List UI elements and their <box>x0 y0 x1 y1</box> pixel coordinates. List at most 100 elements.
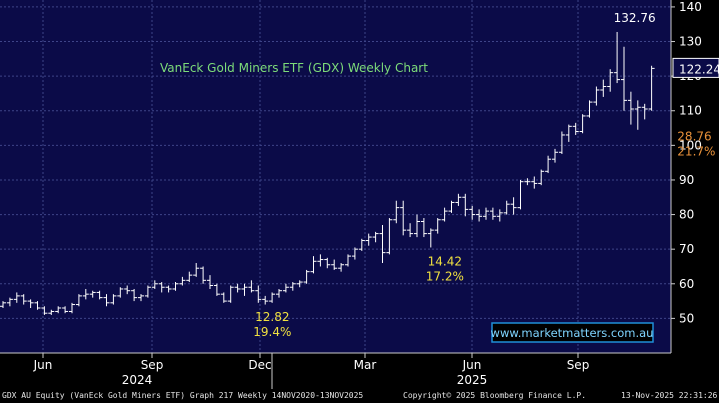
ohlc-bar <box>62 306 69 314</box>
ohlc-bar <box>600 79 607 97</box>
ohlc-bar <box>241 283 248 296</box>
ohlc-bar <box>365 233 372 246</box>
ohlc-bar <box>420 218 427 238</box>
ohlc-bar <box>296 280 303 288</box>
ohlc-bar <box>151 280 158 289</box>
chart-title: VanEck Gold Miners ETF (GDX) Weekly Char… <box>160 61 428 75</box>
ohlc-bar <box>462 193 469 217</box>
ohlc-bar <box>255 285 262 303</box>
y-tick-label: 80 <box>679 208 694 222</box>
ohlc-bar <box>538 169 545 186</box>
ohlc-bar <box>524 178 531 186</box>
ohlc-bar <box>627 91 634 125</box>
last-price-box <box>672 57 719 78</box>
ohlc-bar <box>6 297 13 307</box>
ohlc-bar <box>110 294 117 305</box>
ohlc-bar <box>552 148 558 163</box>
ohlc-bar <box>289 282 296 291</box>
ohlc-bar <box>172 282 179 291</box>
ohlc-bar <box>186 271 193 283</box>
ohlc-bar <box>400 200 407 236</box>
ohlc-bar <box>117 287 124 298</box>
ohlc-bar <box>75 294 82 307</box>
ohlc-bar <box>358 238 365 251</box>
x-tick-label: Mar <box>354 358 377 372</box>
website-label: www.marketmatters.com.au <box>491 326 654 340</box>
ohlc-bar <box>82 288 89 300</box>
ohlc-bar <box>48 309 55 315</box>
ohlc-bar <box>324 257 331 269</box>
ohlc-bar <box>0 301 6 309</box>
ohlc-bar <box>621 46 627 111</box>
ohlc-bar <box>213 283 220 296</box>
ohlc-bar <box>545 155 552 174</box>
ohlc-bar <box>317 254 324 267</box>
ohlc-bar <box>386 218 393 255</box>
ohlc-bar <box>276 288 282 298</box>
ohlc-bar <box>448 200 455 213</box>
ohlc-bar <box>20 294 27 305</box>
ohlc-bar <box>96 290 103 300</box>
ohlc-bar <box>434 218 441 234</box>
ohlc-bar <box>372 231 379 243</box>
ohlc-bar <box>179 276 186 286</box>
ohlc-bar <box>379 224 386 264</box>
annotation-label: 17.2% <box>426 269 464 283</box>
ohlc-bar <box>13 292 20 303</box>
ohlc-bar <box>234 283 241 293</box>
annotation-label: 12.82 <box>255 310 289 324</box>
annotation-label: 21.7% <box>677 145 715 159</box>
ohlc-bar <box>593 86 600 106</box>
ohlc-bar <box>103 294 110 307</box>
x-tick-label: Sep <box>141 358 164 372</box>
ohlc-bar <box>455 193 462 206</box>
ohlc-bar <box>510 197 517 215</box>
ohlc-bar <box>138 294 144 302</box>
ohlc-bar <box>193 263 200 277</box>
ohlc-bar <box>634 100 641 130</box>
ohlc-bar <box>345 254 351 267</box>
ohlc-bar <box>248 280 255 293</box>
ohlc-bar <box>27 299 34 309</box>
ohlc-bar <box>124 285 131 295</box>
x-tick-label: Jun <box>462 358 482 372</box>
ohlc-bar <box>227 285 234 303</box>
ohlc-bar <box>269 292 276 303</box>
y-tick-label: 70 <box>679 242 694 256</box>
ohlc-bar <box>476 209 483 222</box>
footer-description: GDX AU Equity (VanEck Gold Miners ETF) G… <box>2 391 364 400</box>
ohlc-bar <box>351 247 358 260</box>
ohlc-bar <box>158 282 165 293</box>
x-tick-label: Jun <box>33 358 53 372</box>
ohlc-bar <box>207 275 213 289</box>
x-tick-label: Sep <box>567 358 590 372</box>
year-label: 2025 <box>457 373 488 387</box>
last-price-label: 122.24 <box>679 62 719 76</box>
ohlc-bar <box>89 290 96 298</box>
ohlc-bar <box>531 176 538 189</box>
plot-area <box>0 0 671 353</box>
y-tick-label: 140 <box>679 0 702 14</box>
ohlc-bar <box>220 292 227 303</box>
ohlc-bar <box>586 100 593 118</box>
y-tick-label: 60 <box>679 277 694 291</box>
y-tick-label: 110 <box>679 104 702 118</box>
ohlc-bar <box>489 207 496 220</box>
ohlc-bar <box>55 306 62 314</box>
ohlc-bar <box>496 209 503 222</box>
ohlc-bar <box>200 266 207 284</box>
ohlc-bar <box>441 207 448 222</box>
ohlc-bar <box>558 131 565 155</box>
footer-timestamp: 13-Nov-2025 22:31:26 <box>621 391 718 400</box>
ohlc-bar <box>69 302 75 314</box>
ohlc-bar <box>572 122 579 135</box>
ohlc-bar <box>614 31 621 84</box>
ohlc-bar <box>262 295 269 305</box>
ohlc-bar <box>131 288 138 302</box>
ohlc-bar <box>483 207 489 220</box>
ohlc-bar <box>331 259 338 270</box>
ohlc-bar <box>165 285 172 293</box>
ohlc-bar <box>303 269 310 284</box>
ohlc-bar <box>503 200 510 215</box>
annotation-label: 28.76 <box>677 130 711 144</box>
